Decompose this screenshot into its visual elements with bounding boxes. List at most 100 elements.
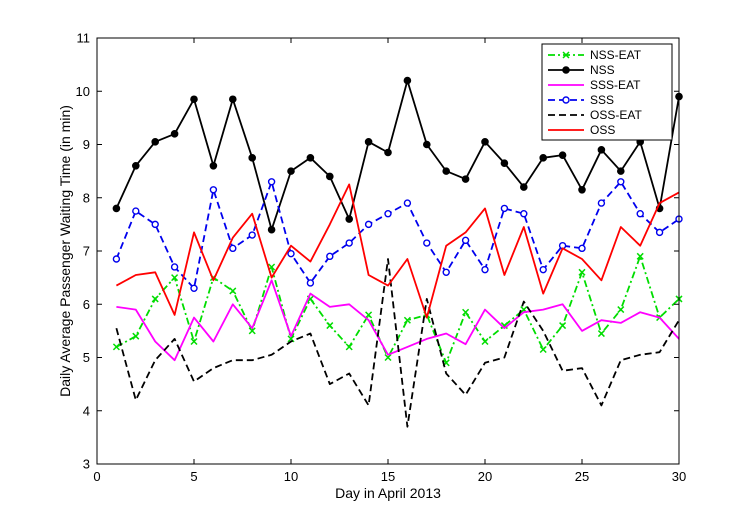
point-nss-eat-marker [559,322,567,330]
point-nss-marker [287,167,295,175]
series-sss-eat [116,279,680,362]
legend-item-oss-eat: OSS-EAT [548,108,642,122]
point-nss-marker [151,138,159,146]
series-layer [112,76,683,428]
point-nss-eat-marker [481,337,489,346]
point-nss-eat-marker-stroke [151,295,159,303]
point-nss-marker [617,167,625,175]
point-nss-eat-marker-stroke [365,311,373,319]
legend-label-oss-eat: OSS-EAT [590,108,642,122]
point-nss-marker [481,138,489,146]
legend-item-sss-eat: SSS-EAT [548,78,641,92]
point-nss-eat-marker-stroke [132,332,140,340]
point-nss-eat-marker-stroke [112,343,120,351]
point-nss-eat-marker [190,337,198,346]
x-axis-label: Day in April 2013 [335,485,441,501]
point-nss-eat-marker-stroke [171,274,179,282]
legend-label-oss: OSS [590,123,615,137]
point-sss-marker [423,239,431,247]
legend-box [541,43,673,141]
point-nss-eat-marker-stroke [287,335,295,343]
point-nss-eat-marker [112,343,120,351]
point-nss-eat-marker-stroke [597,330,605,338]
point-nss-marker [461,175,470,183]
point-sss-marker [655,228,664,237]
y-tick-label: 5 [83,350,90,365]
x-tick-label: 5 [190,469,197,484]
legend-label-sss: SSS [590,93,614,107]
point-sss-marker [248,231,256,239]
point-sss-marker [112,255,121,263]
legend-nss-eat-marker-stroke [562,51,570,59]
series-sss [112,178,683,292]
point-nss-eat-marker-stroke [636,252,644,260]
point-nss-eat-marker [462,308,470,316]
point-nss-eat-marker-stroke [539,345,547,354]
point-sss-marker [287,249,295,258]
point-nss-eat-marker [171,274,179,282]
point-nss-marker [558,151,567,159]
axes-layer: 0 5 10 15 20 25 30 3 4 5 6 7 8 9 10 11 [76,31,687,485]
point-nss-eat-marker-stroke [248,327,256,335]
series-oss [115,183,680,319]
point-nss-marker [539,154,548,162]
point-sss-marker [500,204,509,213]
point-nss-eat-marker-stroke [384,353,392,362]
y-tick-label: 9 [83,137,90,152]
point-nss-marker [132,162,140,170]
point-sss-marker [326,252,334,261]
y-tick-label: 10 [76,84,90,99]
point-nss-marker [326,172,334,181]
point-sss-marker [461,236,470,245]
point-sss-marker [229,244,237,253]
point-nss-eat-marker [151,295,159,303]
y-tick-label: 8 [83,190,90,205]
x-tick-label: 25 [575,469,589,484]
point-nss-eat-marker [617,306,625,314]
point-nss-marker [597,146,606,154]
legend-item-nss: NSS [548,63,615,77]
point-sss-marker [520,210,528,218]
point-sss-marker [403,199,412,207]
point-nss-eat-marker-stroke [403,316,411,324]
y-tick-label: 11 [77,31,91,46]
x-tick-label: 10 [284,469,298,484]
point-nss-marker [112,204,121,213]
series-line-oss [115,183,680,319]
point-sss-marker [539,265,547,274]
point-nss-eat-marker [287,335,295,343]
series-line-sss-eat [116,279,680,362]
series-line-sss [115,180,680,290]
point-nss-marker [209,162,218,170]
point-sss-marker [267,178,276,186]
point-nss-eat-marker [132,332,140,340]
point-sss-marker [578,244,586,253]
point-sss-marker [306,279,315,287]
series-oss-eat [115,258,680,428]
y-tick-label: 6 [83,297,90,312]
point-nss-eat-marker-stroke [345,343,353,351]
point-nss-marker [306,154,315,162]
y-tick-label: 7 [83,244,90,259]
point-nss-eat-marker-stroke [559,322,567,330]
point-nss-marker [403,76,412,85]
point-sss-marker [151,220,159,229]
point-nss-eat-marker [326,322,334,330]
point-nss-marker [578,185,586,194]
point-nss-eat-marker-stroke [520,306,528,314]
point-nss-marker [500,159,509,167]
point-sss-marker [636,210,644,218]
y-tick-label: 3 [83,457,90,472]
point-nss-eat-marker-stroke [500,322,508,330]
point-sss-marker [442,268,450,276]
series-line-nss [115,79,680,231]
point-sss-marker [132,207,140,215]
point-nss-marker [267,225,276,234]
point-nss-eat-marker-stroke [578,268,586,276]
point-nss-eat-marker-stroke [462,308,470,316]
point-sss-marker [209,186,218,194]
point-nss-eat-marker-stroke [326,322,334,330]
point-nss-marker [442,167,451,175]
point-nss-eat-marker-stroke [306,295,314,303]
